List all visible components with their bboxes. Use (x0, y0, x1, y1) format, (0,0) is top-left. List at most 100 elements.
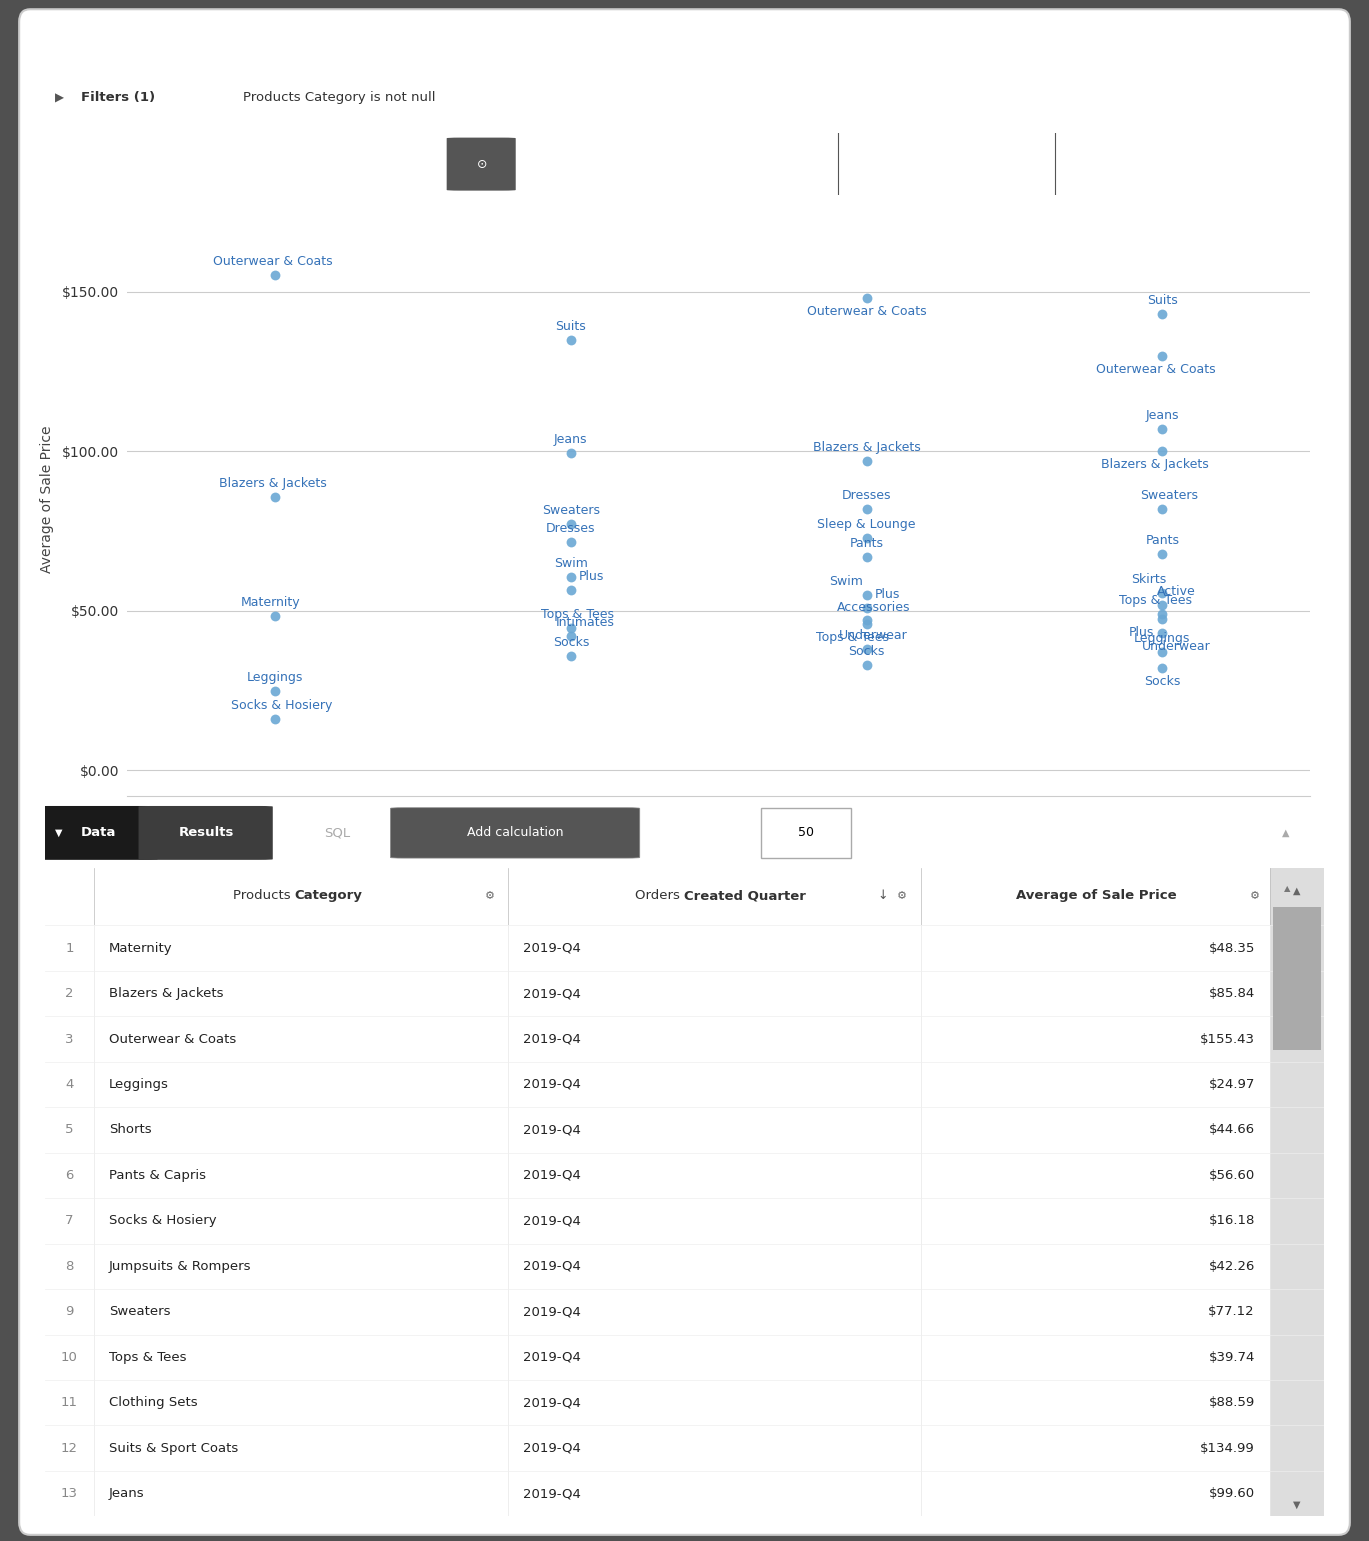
Bar (1270, 1153, 1324, 1199)
Text: Jeans: Jeans (110, 1487, 145, 1499)
Text: Clothing Sets: Clothing Sets (110, 1396, 197, 1408)
Point (856, 287, 878, 311)
Text: 2019-Q4: 2019-Q4 (523, 1261, 582, 1273)
Text: $24.97: $24.97 (1209, 1079, 1255, 1091)
Text: Sweaters: Sweaters (1140, 488, 1198, 502)
Text: 2019-Q4: 2019-Q4 (523, 1487, 582, 1499)
FancyBboxPatch shape (19, 9, 1350, 1535)
Point (1151, 302, 1173, 327)
Text: Tops & Tees: Tops & Tees (816, 630, 890, 644)
Text: 8: 8 (66, 1261, 74, 1273)
Text: 2: 2 (66, 988, 74, 1000)
Text: ∿  Forecast: ∿ Forecast (888, 157, 961, 171)
Text: Plus: Plus (1129, 626, 1154, 640)
Text: 50: 50 (798, 826, 815, 840)
Point (1151, 592, 1173, 616)
Text: Maternity: Maternity (110, 942, 172, 954)
Text: Products Category is not null: Products Category is not null (244, 91, 435, 105)
Bar (1270, 1106, 1324, 1153)
Point (856, 544, 878, 569)
Text: Swim: Swim (554, 558, 587, 570)
Text: Blazers & Jackets: Blazers & Jackets (110, 988, 223, 1000)
Text: 3: 3 (66, 1032, 74, 1045)
Text: $39.74: $39.74 (1209, 1351, 1255, 1364)
Text: $88.59: $88.59 (1209, 1396, 1255, 1408)
Text: $155.43: $155.43 (1199, 1032, 1255, 1045)
Point (1151, 581, 1173, 606)
Text: Outerwear & Coats: Outerwear & Coats (806, 305, 927, 319)
Text: Socks & Hosiery: Socks & Hosiery (110, 1214, 216, 1227)
Text: Data: Data (81, 826, 116, 840)
Text: 2019-Q4: 2019-Q4 (523, 1442, 582, 1455)
Text: Orders: Orders (635, 889, 684, 901)
Point (1151, 541, 1173, 566)
Text: Jeans: Jeans (1146, 410, 1179, 422)
Text: ↓: ↓ (873, 889, 888, 901)
Text: 13: 13 (62, 1487, 78, 1499)
Point (1151, 640, 1173, 664)
Text: ▼: ▼ (55, 828, 63, 838)
Bar (1270, 1335, 1324, 1381)
Text: Created Quarter: Created Quarter (684, 889, 806, 901)
Text: Results: Results (178, 826, 234, 840)
Text: ▲: ▲ (1284, 885, 1290, 892)
Point (560, 530, 582, 555)
Text: 2019-Q4: 2019-Q4 (523, 1305, 582, 1318)
Point (264, 706, 286, 730)
Text: ▢: ▢ (868, 826, 880, 840)
Point (264, 484, 286, 509)
Point (1151, 607, 1173, 632)
FancyBboxPatch shape (761, 807, 850, 858)
Point (560, 578, 582, 603)
Point (1151, 603, 1173, 627)
Text: $42.26: $42.26 (1209, 1261, 1255, 1273)
Point (856, 653, 878, 678)
Text: 4: 4 (66, 1079, 74, 1091)
Bar (1273, 908, 1321, 1049)
Text: Leggings: Leggings (246, 670, 304, 684)
FancyBboxPatch shape (36, 806, 157, 860)
Point (856, 582, 878, 607)
Text: Pants & Capris: Pants & Capris (110, 1170, 207, 1182)
Text: Tops & Tees: Tops & Tees (110, 1351, 186, 1364)
Text: ▲: ▲ (1294, 886, 1301, 895)
Text: ⚙: ⚙ (1250, 891, 1259, 901)
Text: ⚙: ⚙ (485, 891, 496, 901)
Text: 2019-Q4: 2019-Q4 (523, 988, 582, 1000)
Text: ▢: ▢ (1002, 826, 1013, 840)
Text: Suits: Suits (556, 321, 586, 333)
Text: ⌇: ⌇ (535, 157, 542, 171)
Bar (1270, 1017, 1324, 1062)
Text: 2019-Q4: 2019-Q4 (523, 1396, 582, 1408)
Point (560, 643, 582, 667)
Text: Active: Active (1157, 584, 1195, 598)
Text: Suits & Sport Coats: Suits & Sport Coats (110, 1442, 238, 1455)
Text: Accessories: Accessories (836, 601, 910, 613)
Text: Underwear: Underwear (839, 629, 908, 643)
Text: Add calculation: Add calculation (467, 826, 564, 840)
Text: Blazers & Jackets: Blazers & Jackets (1102, 458, 1209, 472)
Bar (1270, 869, 1324, 925)
Bar (1270, 925, 1324, 971)
Bar (1270, 1062, 1324, 1106)
Point (560, 566, 582, 590)
Text: ▼: ▼ (55, 159, 63, 170)
Point (856, 609, 878, 633)
Text: ▐▌: ▐▌ (360, 157, 379, 171)
Text: ⚙: ⚙ (897, 891, 906, 901)
Text: Socks: Socks (849, 646, 884, 658)
Text: Category: Category (294, 889, 363, 901)
Text: ⊞: ⊞ (308, 157, 319, 171)
Text: 6: 6 (66, 1170, 74, 1182)
Text: 1: 1 (66, 942, 74, 954)
Text: 11: 11 (62, 1396, 78, 1408)
Text: 5: 5 (66, 1123, 74, 1136)
Point (856, 525, 878, 550)
Text: Blazers & Jackets: Blazers & Jackets (219, 476, 326, 490)
Text: Socks: Socks (553, 635, 589, 649)
Text: Outerwear & Coats: Outerwear & Coats (212, 254, 333, 268)
Text: ◑: ◑ (646, 157, 657, 171)
Bar (1270, 1199, 1324, 1244)
Text: Sleep & Lounge: Sleep & Lounge (817, 518, 916, 530)
Text: $77.12: $77.12 (1209, 1305, 1255, 1318)
